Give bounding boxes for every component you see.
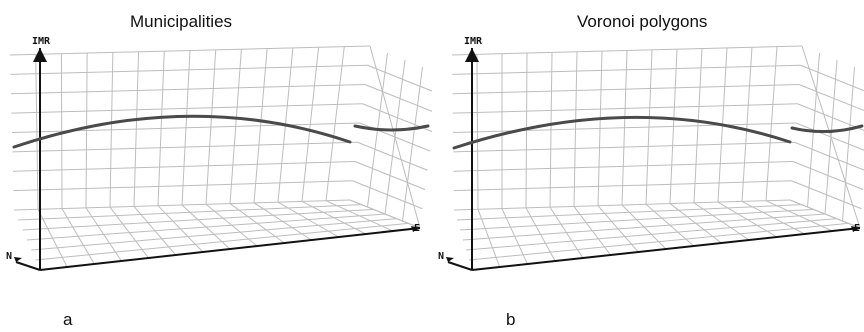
curve-side-segment — [790, 124, 864, 134]
floor-gridline-north — [456, 204, 802, 221]
north-axis-arrowhead — [14, 257, 22, 262]
surface-plot-municipalities: IMR N E — [6, 36, 432, 271]
imr-axis-arrowhead — [33, 48, 47, 62]
back-wall-horizontal-gridline — [12, 161, 356, 172]
grid-lines — [451, 45, 864, 268]
east-axis — [471, 227, 861, 271]
side-wall-horizontal-gridline — [794, 141, 864, 171]
side-wall-horizontal-gridline — [357, 141, 428, 171]
panel-municipalities: IMR N E Municipalities a — [6, 12, 432, 329]
floor-gridline-north — [459, 208, 814, 231]
panel-title: Municipalities — [130, 12, 233, 31]
east-axis-label: E — [854, 223, 860, 234]
grid-lines — [9, 45, 432, 268]
east-axis — [39, 227, 421, 271]
north-axis-label: N — [438, 251, 444, 262]
north-axis-label: N — [6, 251, 12, 262]
north-axis — [447, 261, 473, 271]
surface-curve — [12, 114, 430, 149]
east-axis-label: E — [414, 223, 420, 234]
imr-axis-arrowhead — [465, 48, 479, 62]
panel-letter: b — [506, 310, 516, 329]
floor-gridline-north — [462, 213, 826, 241]
back-wall-horizontal-gridline — [452, 84, 800, 95]
side-wall-horizontal-gridline — [795, 122, 864, 151]
back-wall-horizontal-gridline — [10, 64, 368, 75]
surface-plot-voronoi: IMR N E — [438, 36, 864, 271]
back-wall-horizontal-gridline — [452, 103, 798, 114]
side-wall-horizontal-gridline — [798, 84, 864, 112]
side-wall-horizontal-gridline — [364, 84, 432, 112]
side-wall-horizontal-gridline — [792, 161, 864, 190]
floor-gridline-north — [18, 204, 362, 221]
panel-voronoi-polygons: IMR N E Voronoi polygons b — [432, 0, 864, 332]
panel-letter: a — [63, 310, 73, 329]
back-wall-horizontal-gridline — [11, 103, 363, 114]
curve-side-segment — [353, 124, 430, 132]
floor-gridline-north — [22, 208, 374, 231]
floor-gridline-north — [26, 213, 386, 241]
side-wall-horizontal-gridline — [354, 161, 426, 190]
side-wall-horizontal-gridline — [367, 64, 432, 92]
back-wall-horizontal-gridline — [10, 84, 366, 95]
back-wall-horizontal-gridline — [453, 180, 792, 192]
side-wall-horizontal-gridline — [352, 180, 423, 210]
axes: IMR N E — [438, 36, 861, 271]
floor-gridline-north — [31, 218, 397, 251]
north-axis-arrowhead — [446, 257, 454, 262]
side-wall-horizontal-gridline — [800, 64, 864, 92]
imr-axis-label: IMR — [464, 36, 483, 47]
axes: IMR N E — [6, 36, 421, 271]
back-wall-horizontal-gridline — [453, 141, 795, 153]
curve-main-segment — [452, 115, 792, 150]
back-wall-horizontal-gridline — [453, 161, 794, 172]
back-wall-horizontal-gridline — [13, 180, 353, 192]
east-axis-arrowhead — [851, 226, 860, 232]
east-axis-arrowhead — [411, 226, 420, 232]
floor-gridline-north — [465, 218, 837, 251]
back-wall-horizontal-gridline — [452, 64, 801, 75]
floor-gridline-north — [468, 222, 849, 261]
imr-axis-label: IMR — [32, 36, 51, 47]
curve-main-segment — [12, 114, 352, 149]
north-axis — [15, 261, 41, 271]
surface-curve — [452, 115, 864, 150]
panel-title: Voronoi polygons — [577, 12, 708, 31]
side-wall-horizontal-gridline — [791, 180, 862, 210]
floor-gridline-north — [35, 222, 409, 261]
back-wall-horizontal-gridline — [12, 141, 358, 153]
